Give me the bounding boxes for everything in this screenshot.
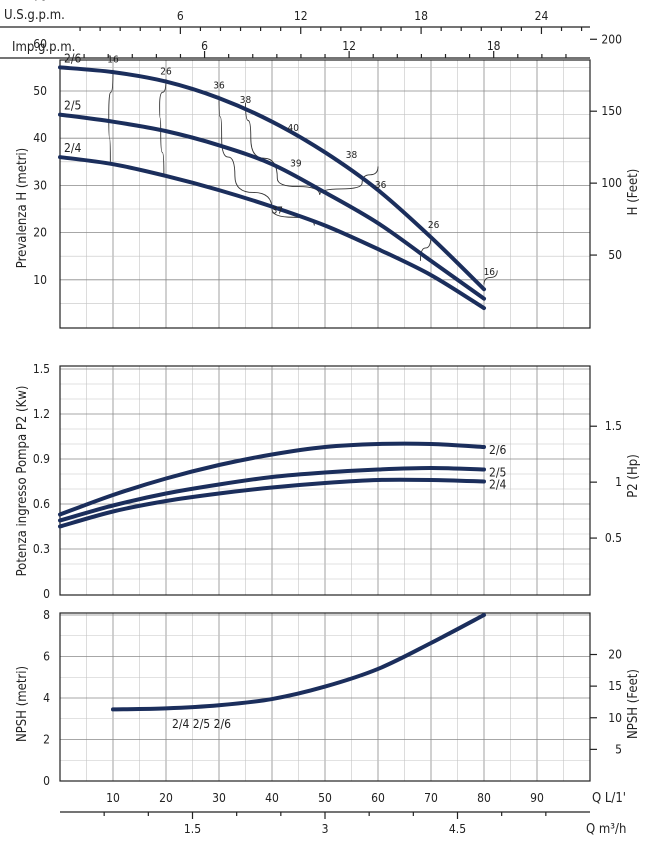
head-series-label: 2/4 [64,141,82,155]
efficiency-label: 38 [346,150,358,161]
npsh-ytick: 2 [43,733,50,747]
head-ytick: 50 [33,84,47,98]
npsh-ytick-right: 10 [608,711,622,725]
efficiency-label: 26 [428,220,440,231]
head-series-label: 2/5 [64,99,81,113]
x-axis-ticklabel: 70 [424,791,438,805]
power-curve-2-6 [58,441,486,517]
npsh-ytick: 0 [43,774,50,788]
power-series-label: 2/6 [489,443,507,457]
efficiency-iso-line [108,69,114,162]
top-axis-2-title: Imp.g.p.m. [12,40,75,55]
npsh-ytick: 6 [43,650,50,664]
grid-layer [59,59,591,782]
x-axis-ticklabel: 50 [318,791,332,805]
efficiency-label: 36 [213,81,225,92]
head-curve-2-6 [58,65,486,292]
x-axis-title-lpm: Q L/1' [592,791,626,806]
npsh-ytick-right: 5 [615,742,622,756]
efficiency-label: 38 [240,95,252,106]
npsh-series-label: 2/4 2/5 2/6 [172,717,231,731]
head-curve-2-4 [58,155,486,311]
power-ytick: 0.3 [33,542,50,556]
x-axis-ticklabel: 80 [477,791,491,805]
head-ytick-right: 50 [608,248,622,262]
npsh-ytick: 8 [43,608,50,622]
bottom-axis-2-ticklabel: 1.5 [184,822,201,836]
efficiency-label: 16 [107,55,119,66]
head-ytick: 40 [33,131,47,145]
power-curve-2-4 [58,477,486,529]
power-ylabel: Potenza ingresso Pompa P2 (Kw) [15,386,30,577]
top-axis-1-ticklabel: 24 [535,9,549,23]
curve-layer [58,65,486,712]
x-axis-title-m3h: Q m³/h [586,822,626,837]
efficiency-iso-line [218,95,315,226]
x-axis-ticklabel: 60 [371,791,385,805]
x-axis-ticklabel: 20 [159,791,173,805]
x-axis-ticklabel: 40 [265,791,279,805]
head-ytick: 20 [33,226,47,240]
top-axis-1-ticklabel: 18 [414,9,428,23]
x-axis-ticklabel: 90 [530,791,544,805]
efficiency-label: 16 [484,267,496,278]
power-series-label: 2/5 [489,466,506,480]
top-axis-1-title: U.S.g.p.m. [4,8,65,23]
head-ytick: 10 [33,273,47,287]
power-ytick: 0 [43,587,50,601]
head-ylabel-right: H (Feet) [626,169,641,216]
npsh-ytick-right: 15 [608,679,622,693]
power-ytick-right: 1 [615,475,622,489]
top-axis-2-ticklabel: 12 [342,39,356,53]
efficiency-label: 36 [375,180,387,191]
head-ytick: 30 [33,178,47,192]
top-axis-2-ticklabel: 6 [201,39,208,53]
npsh-ytick-right: 20 [608,648,622,662]
npsh-frame [59,612,591,782]
efficiency-label: 39 [290,159,302,170]
power-ytick: 1.2 [33,407,50,421]
power-ytick-right: 1.5 [605,419,622,433]
power-ytick-right: 0.5 [605,531,622,545]
head-ytick-right: 100 [601,176,622,190]
efficiency-label: 40 [287,123,299,134]
power-ytick: 0.6 [33,497,50,511]
head-frame [59,59,591,329]
power-curve-2-5 [58,466,486,523]
top-axis-1-ticklabel: 6 [177,9,184,23]
bottom-axis-2-ticklabel: 4.5 [449,822,466,836]
top-axis-1-ticklabel: 12 [294,9,308,23]
head-ytick-right: 200 [601,32,622,46]
npsh-ylabel-right: NPSH (Feet) [626,669,641,739]
power-series-label: 2/4 [489,478,507,492]
power-ylabel-right: P2 (Hp) [626,454,641,498]
efficiency-iso-line [159,79,167,174]
power-frame [59,365,591,596]
efficiency-iso-line [483,270,498,285]
power-ytick: 1.5 [33,362,50,376]
head-ytick-right: 150 [601,104,622,118]
npsh-ylabel: NPSH (metri) [15,666,30,742]
npsh-curve-2-4-2-5-2-6 [111,613,486,712]
power-ytick: 0.9 [33,452,50,466]
npsh-ytick: 4 [43,691,50,705]
x-axis-ticklabel: 10 [106,791,120,805]
x-axis-ticklabel: 30 [212,791,226,805]
efficiency-label: 26 [160,66,172,77]
head-curve-2-5 [58,112,486,301]
head-ytick: 70 [33,0,47,4]
top-axis-2-ticklabel: 18 [487,39,501,53]
label-layer: 10203040506070805010015020025000.30.60.9… [0,0,622,836]
bottom-axis-2-ticklabel: 3 [322,822,329,836]
efficiency-label: 37 [272,206,283,217]
head-ytick: 60 [33,37,47,51]
head-ylabel: Prevalenza H (metri) [15,148,30,268]
